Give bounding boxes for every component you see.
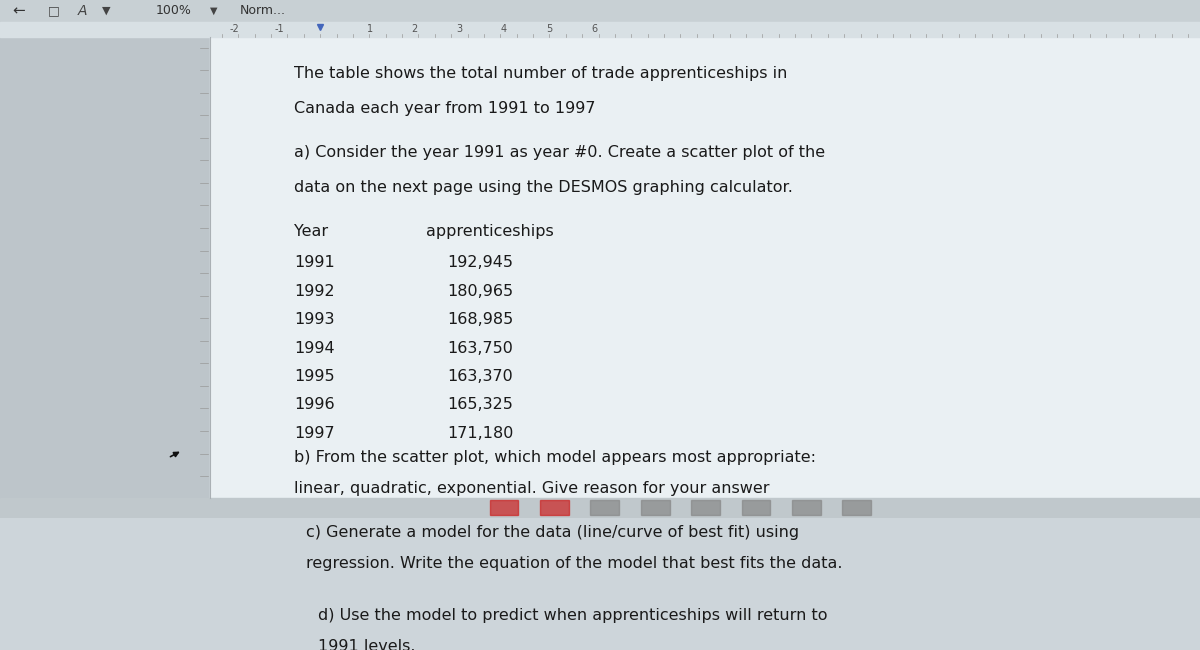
- Text: 1995: 1995: [294, 369, 335, 384]
- Text: 3: 3: [456, 25, 463, 34]
- Text: d) Use the model to predict when apprenticeships will return to: d) Use the model to predict when apprent…: [318, 608, 828, 623]
- Text: 1991: 1991: [294, 255, 335, 270]
- Text: 168,985: 168,985: [448, 312, 514, 327]
- Text: 1997: 1997: [294, 426, 335, 441]
- Bar: [590, 500, 619, 515]
- Text: 171,180: 171,180: [448, 426, 514, 441]
- Text: 6: 6: [590, 25, 598, 34]
- Text: ←: ←: [12, 3, 25, 18]
- Bar: [0, 0, 1200, 21]
- Text: Norm...: Norm...: [240, 5, 286, 18]
- Text: 5: 5: [546, 25, 553, 34]
- Bar: [0, 21, 1200, 37]
- Text: 4: 4: [500, 25, 508, 34]
- Bar: [742, 500, 770, 515]
- Text: ▼: ▼: [210, 6, 217, 16]
- Text: □: □: [48, 5, 60, 18]
- Text: -1: -1: [275, 25, 284, 34]
- Text: 192,945: 192,945: [448, 255, 514, 270]
- Bar: [210, 37, 1200, 498]
- Text: a) Consider the year 1991 as year #0. Create a scatter plot of the: a) Consider the year 1991 as year #0. Cr…: [294, 145, 826, 160]
- Text: regression. Write the equation of the model that best fits the data.: regression. Write the equation of the mo…: [306, 556, 842, 571]
- Text: Canada each year from 1991 to 1997: Canada each year from 1991 to 1997: [294, 101, 595, 116]
- Text: A: A: [78, 4, 88, 18]
- Text: 2: 2: [410, 25, 418, 34]
- Bar: [0, 498, 1200, 517]
- Bar: [691, 500, 720, 515]
- Bar: [842, 500, 871, 515]
- Text: 1: 1: [366, 25, 373, 34]
- Text: 1992: 1992: [294, 283, 335, 298]
- Text: 163,370: 163,370: [448, 369, 514, 384]
- Bar: [0, 21, 210, 517]
- Text: 1993: 1993: [294, 312, 335, 327]
- Text: 1991 levels.: 1991 levels.: [318, 639, 415, 650]
- Text: linear, quadratic, exponential. Give reason for your answer: linear, quadratic, exponential. Give rea…: [294, 481, 769, 496]
- Text: c) Generate a model for the data (line/curve of best fit) using: c) Generate a model for the data (line/c…: [306, 525, 799, 540]
- Text: ▼: ▼: [102, 6, 110, 16]
- Text: 1994: 1994: [294, 341, 335, 356]
- Text: 165,325: 165,325: [448, 397, 514, 413]
- Text: Year: Year: [294, 224, 328, 239]
- Text: 180,965: 180,965: [448, 283, 514, 298]
- Text: 100%: 100%: [156, 5, 192, 18]
- Bar: [792, 500, 821, 515]
- Text: b) From the scatter plot, which model appears most appropriate:: b) From the scatter plot, which model ap…: [294, 450, 816, 465]
- Text: data on the next page using the DESMOS graphing calculator.: data on the next page using the DESMOS g…: [294, 180, 793, 195]
- Text: -2: -2: [229, 25, 239, 34]
- Text: apprenticeships: apprenticeships: [426, 224, 553, 239]
- Text: 163,750: 163,750: [448, 341, 514, 356]
- Text: The table shows the total number of trade apprenticeships in: The table shows the total number of trad…: [294, 66, 787, 81]
- Text: 1996: 1996: [294, 397, 335, 413]
- Bar: [540, 500, 569, 515]
- Bar: [490, 500, 518, 515]
- Bar: [641, 500, 670, 515]
